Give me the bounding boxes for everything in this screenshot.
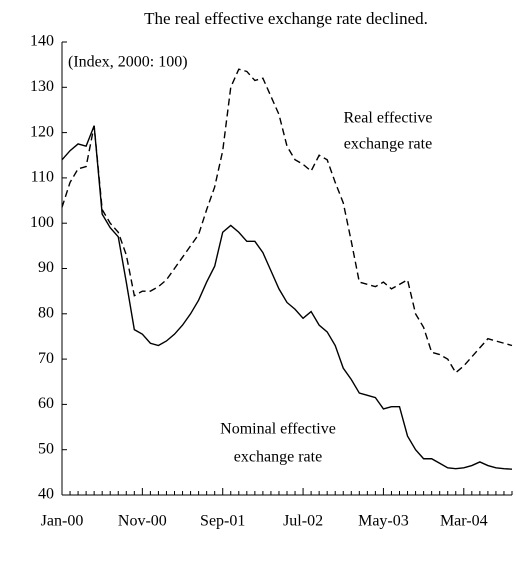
series-line [61, 68, 513, 374]
y-tick-label: 100 [30, 214, 54, 231]
x-tick-label: Nov-00 [118, 513, 167, 530]
series-annotation: Nominal effective [220, 421, 336, 438]
series-annotation: exchange rate [234, 449, 322, 466]
x-tick-label: May-03 [358, 513, 409, 530]
series-line [61, 125, 513, 470]
series-annotation: Real effective [344, 110, 433, 127]
y-tick-label: 140 [30, 33, 54, 50]
x-tick-label: Jan-00 [41, 513, 84, 530]
y-tick-label: 40 [38, 486, 54, 503]
y-tick-label: 80 [38, 304, 54, 321]
y-tick-label: 90 [38, 259, 54, 276]
y-tick-label: 130 [30, 78, 54, 95]
y-tick-label: 120 [30, 123, 54, 140]
chart-title: The real effective exchange rate decline… [144, 9, 428, 28]
series-annotation: exchange rate [344, 136, 432, 153]
x-tick-label: Mar-04 [440, 513, 488, 530]
unit-note: (Index, 2000: 100) [68, 54, 188, 71]
x-tick-label: Sep-01 [200, 513, 245, 530]
y-tick-label: 110 [31, 169, 54, 186]
x-tick-label: Jul-02 [283, 513, 323, 530]
y-tick-label: 60 [38, 395, 54, 412]
y-tick-label: 70 [38, 350, 54, 367]
y-tick-label: 50 [38, 440, 54, 457]
